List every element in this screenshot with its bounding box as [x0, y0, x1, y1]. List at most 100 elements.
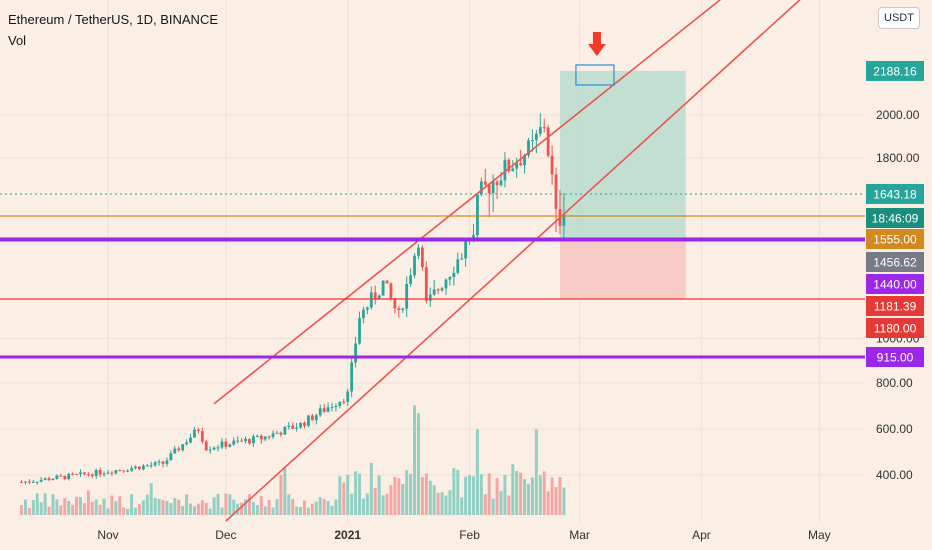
x-tick-label: Feb [459, 528, 480, 542]
volume-bar [181, 506, 185, 515]
volume-bar [358, 473, 362, 515]
candle [405, 283, 409, 309]
volume-bar [326, 501, 330, 515]
candle [436, 289, 440, 291]
candle [307, 415, 310, 426]
volume-bar [71, 504, 75, 515]
candle [185, 442, 188, 445]
candle [141, 465, 145, 470]
price-badge-label: 1181.39 [874, 300, 917, 314]
volume-bar [507, 495, 511, 515]
volume-bar [251, 501, 255, 515]
candle [228, 444, 232, 447]
volume-bar [165, 500, 169, 515]
volume-bar [244, 499, 248, 515]
price-badge [866, 183, 924, 204]
candle [102, 473, 106, 475]
volume-bar [35, 493, 39, 515]
volume-bar [279, 474, 283, 515]
candle [310, 415, 314, 421]
candle [538, 127, 542, 134]
volume-bar [232, 499, 236, 515]
candle [271, 433, 275, 437]
channel-upper [213, 0, 722, 405]
volume-bar [491, 498, 495, 515]
candle [110, 472, 114, 474]
candle [342, 401, 346, 403]
volume-bar [436, 492, 440, 515]
volume-bar [377, 475, 381, 515]
volume-bar [240, 502, 244, 515]
candle [421, 247, 424, 268]
candle [31, 481, 35, 483]
volume-bar [464, 476, 468, 515]
candle [51, 479, 55, 481]
candle [476, 194, 479, 236]
candle [515, 163, 519, 169]
volume-bar [110, 495, 114, 515]
candle [63, 475, 67, 480]
candle [279, 432, 283, 435]
candle [193, 429, 196, 438]
volume-bar [94, 499, 98, 515]
candle [303, 422, 306, 426]
volume-bar [78, 497, 82, 515]
candle [291, 425, 295, 429]
candle [177, 448, 181, 451]
currency-button[interactable]: USDT [878, 7, 920, 29]
volume-bar [114, 501, 118, 515]
volume-bar [141, 500, 145, 515]
volume-bar [51, 494, 55, 515]
candle [491, 181, 495, 194]
volume-bar [487, 473, 491, 515]
candle [424, 267, 428, 301]
candle [67, 473, 71, 480]
volume-bar [192, 506, 196, 515]
volume-bar [173, 498, 177, 515]
candle [118, 470, 122, 472]
volume-bar [499, 490, 503, 515]
volume-bar [247, 494, 251, 515]
volume-bar [401, 484, 405, 515]
candle [86, 474, 90, 476]
candle [554, 174, 558, 209]
volume-bar [220, 507, 224, 515]
volume-bar [43, 493, 47, 515]
volume-bar [432, 485, 436, 515]
candle [401, 308, 405, 311]
candle [322, 408, 326, 412]
volume-bar [208, 508, 212, 515]
volume-bar [511, 464, 515, 515]
candle [338, 401, 342, 406]
candle [428, 294, 432, 301]
volume-bar [23, 499, 27, 515]
candle [487, 184, 491, 194]
volume-bar [275, 499, 279, 515]
candle [252, 436, 255, 444]
candle [145, 465, 149, 467]
candle [20, 481, 23, 483]
candle [452, 272, 456, 278]
candle [255, 435, 259, 437]
candle [456, 259, 460, 273]
volume-bar [137, 504, 141, 515]
candle [263, 436, 267, 440]
price-badge-label: 1180.00 [874, 322, 917, 336]
candle [130, 468, 133, 471]
volume-bar [161, 500, 165, 515]
candle [393, 298, 397, 309]
candle [275, 432, 279, 434]
candle [248, 438, 251, 444]
candle [389, 283, 393, 299]
candle [55, 475, 59, 480]
volume-bar [55, 499, 59, 515]
candle [534, 133, 538, 141]
candle [134, 466, 137, 469]
volume-bar [90, 501, 94, 515]
volume-bar [169, 503, 173, 515]
candle [106, 472, 110, 474]
volume-bar [196, 503, 200, 515]
candle [224, 441, 228, 447]
candle [385, 280, 389, 284]
